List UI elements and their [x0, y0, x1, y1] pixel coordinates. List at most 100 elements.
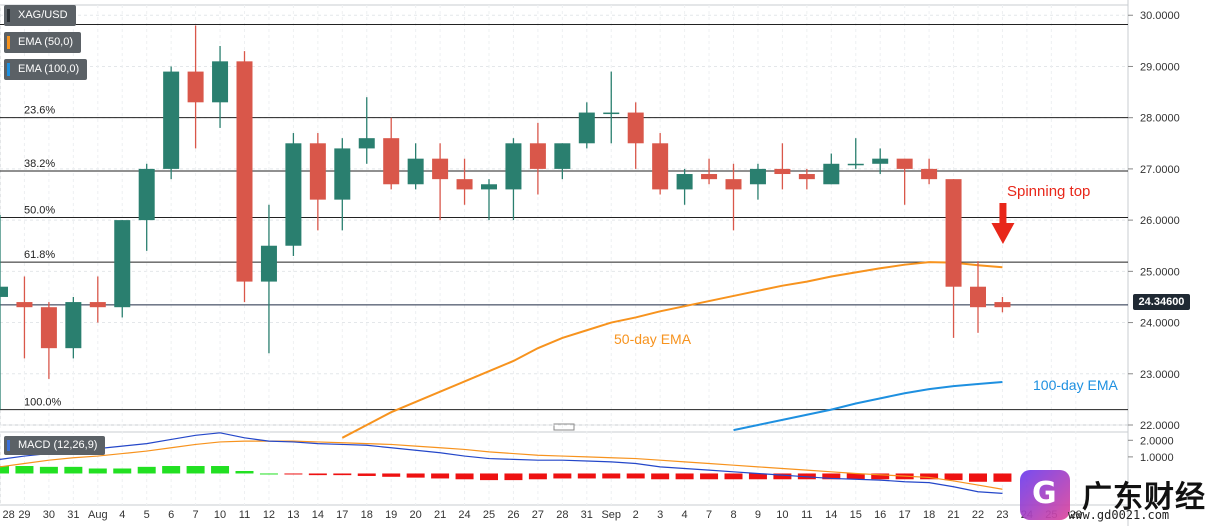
- x-tick-label: 28: [556, 509, 568, 521]
- macd-histogram-bar: [724, 473, 743, 480]
- candle-body: [847, 163, 864, 166]
- x-tick-label: 9: [755, 509, 761, 521]
- macd-histogram-bar: [113, 468, 132, 474]
- candle-body: [554, 143, 571, 169]
- x-tick-label: 15: [850, 509, 862, 521]
- x-tick-label: 4: [682, 509, 688, 521]
- macd-histogram-bar: [504, 473, 523, 481]
- macd-histogram-bar: [235, 470, 254, 474]
- macd-histogram-bar: [822, 473, 841, 480]
- x-tick-label: 27: [532, 509, 544, 521]
- x-tick-label: 16: [874, 509, 886, 521]
- macd-histogram-bar: [431, 473, 450, 479]
- candle-body: [774, 168, 791, 175]
- macd-histogram-bar: [675, 473, 694, 480]
- fibonacci-levels: 23.6% 38.2% 50.0% 61.8% 100.0%: [0, 23, 1128, 411]
- candle-body: [65, 302, 82, 349]
- annotation-ema50: 50-day EMA: [614, 331, 692, 347]
- macd-histogram-bar: [993, 473, 1012, 482]
- candle-body: [676, 174, 693, 190]
- macd-line: [0, 432, 1003, 494]
- macd-histogram-bar: [15, 466, 34, 474]
- y-tick-label: 22.0000: [1140, 420, 1180, 432]
- candle-body: [505, 143, 522, 190]
- x-tick-label: 5: [144, 509, 150, 521]
- fib-label: 50.0%: [24, 205, 55, 217]
- x-tick-label: 22: [972, 509, 984, 521]
- macd-histogram-bar: [0, 466, 9, 474]
- current-price-tag: 24.34600: [1133, 294, 1190, 310]
- macd-histogram-bar: [944, 473, 963, 481]
- candle-body: [701, 174, 718, 180]
- macd-histogram-bar: [64, 466, 83, 474]
- x-tick-label: 12: [263, 509, 275, 521]
- legend-ema100[interactable]: EMA (100,0): [4, 59, 88, 80]
- candle-body: [407, 158, 424, 185]
- candle-body: [921, 168, 938, 180]
- x-tick-label: 18: [923, 509, 935, 521]
- candle-body: [749, 168, 766, 185]
- macd-y-tick-label: 2.0000: [1140, 435, 1174, 447]
- annotation-spinning-top: Spinning top: [1007, 183, 1090, 200]
- macd-histogram-bar: [480, 473, 498, 481]
- candle-body: [334, 148, 351, 200]
- legend-symbol[interactable]: XAG/USD: [4, 5, 76, 26]
- axes: 30.0000 29.0000 28.0000 27.0000 26.0000 25.00…: [0, 10, 1180, 521]
- x-tick-label: 21: [434, 509, 446, 521]
- candle-body: [603, 112, 620, 115]
- macd-histogram-bar: [162, 466, 181, 474]
- macd-histogram-bar: [88, 468, 107, 474]
- fib-label: 38.2%: [24, 158, 55, 170]
- x-tick-label: 6: [168, 509, 174, 521]
- candle-body: [16, 302, 33, 308]
- candle-body: [578, 112, 595, 144]
- fib-label: 100.0%: [24, 397, 62, 409]
- macd-histogram-bar: [700, 473, 719, 480]
- candle-body: [383, 138, 400, 185]
- macd-histogram-bar: [577, 473, 596, 479]
- x-tick-label: Jul 28: [0, 509, 15, 521]
- macd-histogram-bar: [357, 473, 376, 476]
- macd-signal-line: [0, 440, 1003, 490]
- candle-body: [456, 179, 473, 190]
- candle-body: [236, 61, 253, 282]
- y-tick-label: 23.0000: [1140, 369, 1180, 381]
- x-tick-label: 31: [67, 509, 79, 521]
- grid: [0, 0, 1129, 526]
- candle-body: [212, 61, 229, 103]
- fib-label: 61.8%: [24, 249, 55, 261]
- arrow-down-icon: [991, 223, 1015, 244]
- x-tick-label: 21: [947, 509, 959, 521]
- candle-body: [823, 163, 840, 185]
- candle-body: [309, 143, 326, 200]
- x-tick-label: 30: [43, 509, 55, 521]
- candle-body: [89, 302, 106, 308]
- legend-ema50[interactable]: EMA (50,0): [4, 32, 82, 53]
- candle-body: [138, 168, 155, 221]
- watermark-url: www.gd0021.com: [1068, 508, 1170, 522]
- macd-histogram-bar: [871, 473, 890, 480]
- macd-y-tick-label: 1.0000: [1140, 452, 1174, 464]
- macd-histogram-bar: [773, 473, 792, 480]
- x-tick-label: 14: [312, 509, 324, 521]
- x-tick-label: 14: [825, 509, 837, 521]
- macd-histogram-bar: [602, 473, 621, 479]
- x-tick-label: 25: [483, 509, 495, 521]
- macd-histogram-bar: [553, 473, 572, 479]
- x-tick-label: 28: [1070, 509, 1082, 521]
- macd-histogram-bar: [382, 473, 401, 477]
- x-tick-label: 31: [581, 509, 593, 521]
- watermark-text: 广东财经: [1082, 480, 1206, 515]
- x-tick-label: 26: [507, 509, 519, 521]
- watermark-logo-icon: G: [1020, 470, 1070, 520]
- candles: [0, 25, 1011, 410]
- macd-histogram-bar: [333, 473, 352, 476]
- x-tick-label: 19: [385, 509, 397, 521]
- macd-histogram-bar: [846, 473, 865, 480]
- macd-histogram-bar: [626, 473, 645, 479]
- ema-lines: [341, 261, 1003, 439]
- x-tick-label: 4: [119, 509, 125, 521]
- legend-macd[interactable]: MACD (12,26,9): [4, 436, 106, 455]
- macd-histogram-bar: [651, 473, 670, 480]
